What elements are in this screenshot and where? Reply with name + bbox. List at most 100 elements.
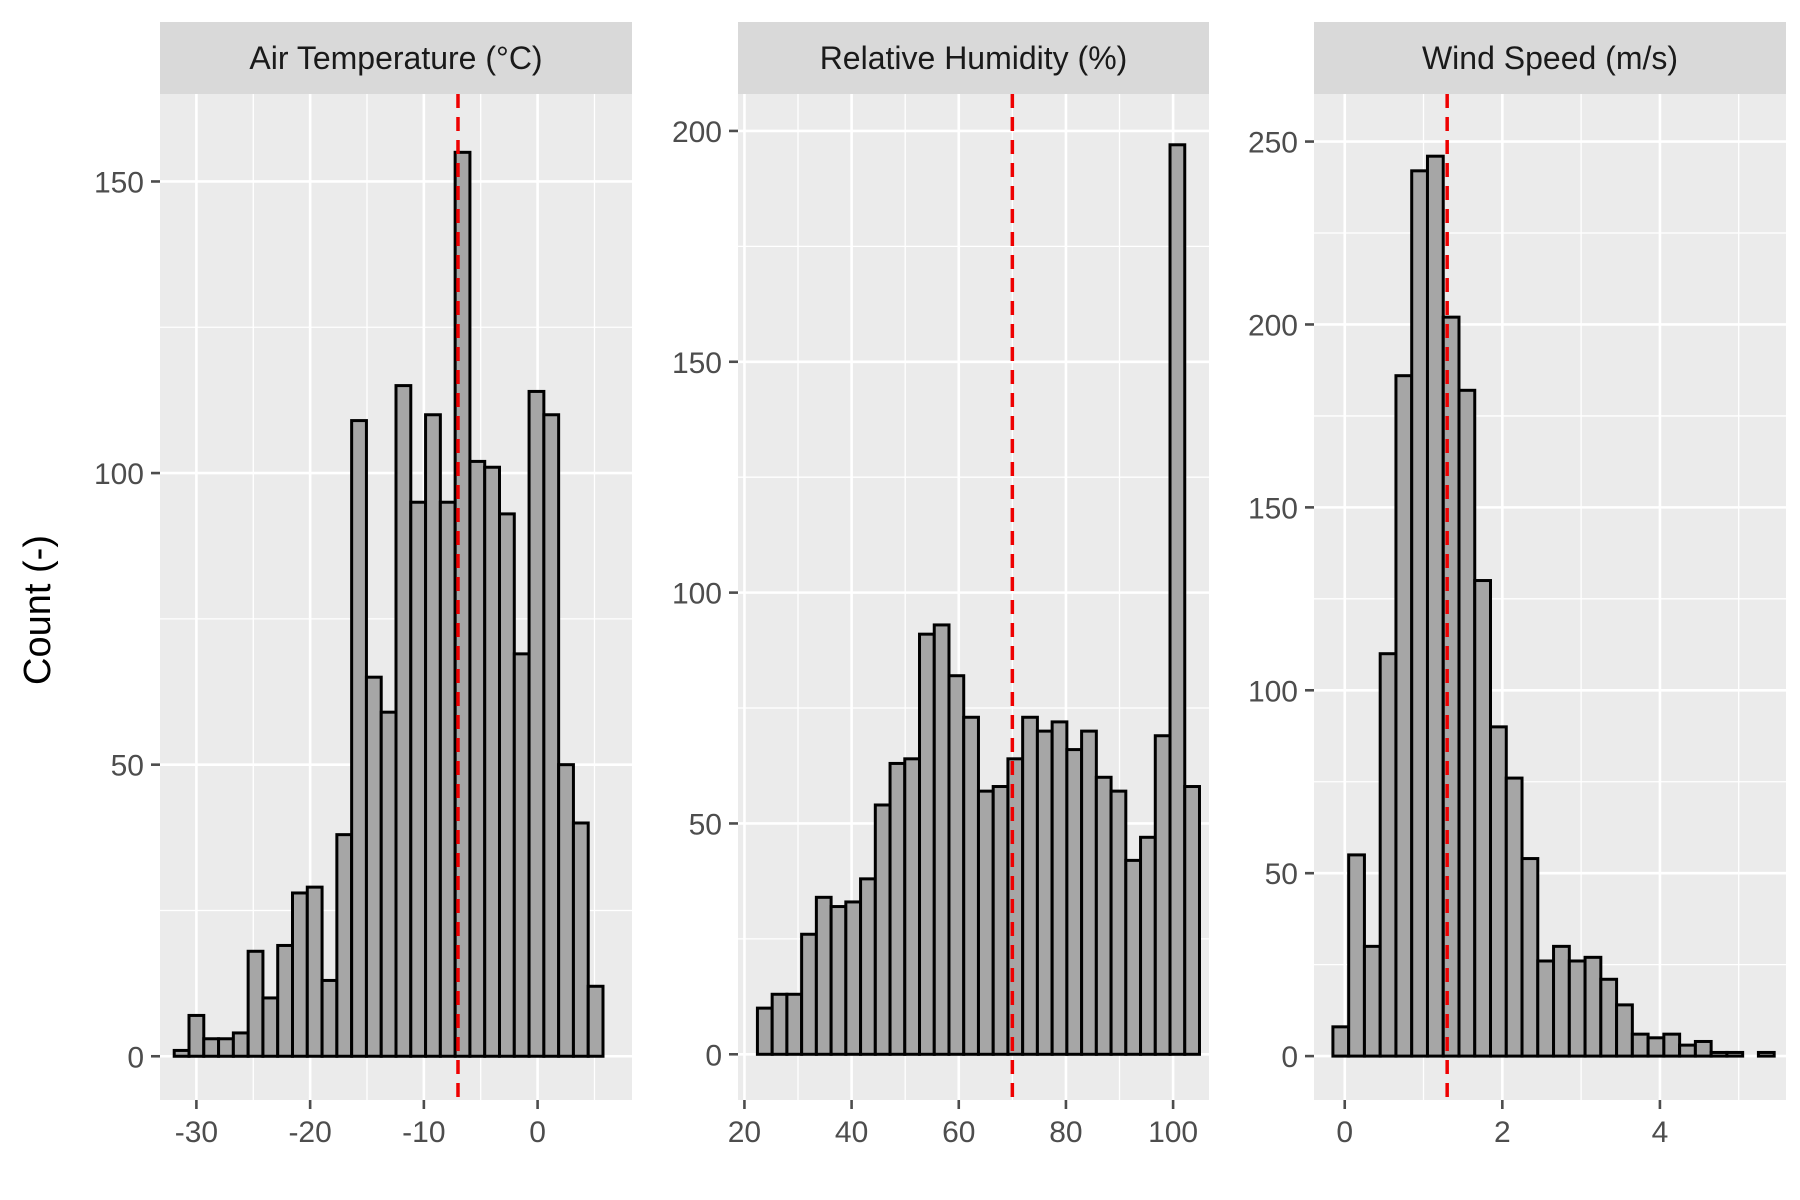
histogram-bar: [991, 785, 1010, 1056]
y-tick-label: 0: [127, 1041, 144, 1074]
y-tick-label: 150: [94, 166, 144, 199]
y-tick-label: 0: [705, 1039, 722, 1072]
histogram-bar: [1567, 959, 1587, 1058]
histogram-bar: [888, 761, 907, 1056]
histogram-bar: [1080, 729, 1098, 1056]
x-tick-label: 2: [1494, 1116, 1511, 1149]
histogram-bar: [1520, 857, 1540, 1058]
histogram-bar: [1457, 388, 1477, 1058]
histogram-bar: [497, 512, 516, 1058]
x-tick-label: 40: [835, 1116, 868, 1149]
histogram-bar: [1021, 715, 1039, 1056]
histogram-bar: [1362, 944, 1382, 1058]
x-tick-label: 100: [1148, 1116, 1198, 1149]
histogram-bar: [187, 1013, 206, 1058]
y-tick-label: 150: [672, 347, 722, 380]
histogram-bar: [571, 821, 590, 1058]
histogram-bar: [770, 992, 789, 1056]
facet-title: Relative Humidity (%): [820, 40, 1128, 76]
histogram-bar: [1425, 154, 1445, 1058]
histogram-bar: [976, 789, 995, 1056]
histogram-bar: [755, 1006, 774, 1056]
histogram-bar: [859, 877, 877, 1056]
histogram-bar: [1756, 1050, 1776, 1058]
histogram-bar: [1599, 977, 1619, 1058]
histogram-bar: [1536, 959, 1556, 1058]
x-tick-label: 0: [529, 1116, 546, 1149]
histogram-bar: [1139, 835, 1157, 1056]
histogram-bar: [1006, 757, 1025, 1056]
histogram-bar: [903, 757, 922, 1056]
y-tick-label: 200: [1248, 309, 1298, 342]
histogram-bar: [1394, 374, 1414, 1058]
histogram-bar: [468, 459, 487, 1058]
y-tick-label: 50: [689, 808, 722, 841]
histogram-bar: [947, 674, 966, 1056]
histogram-bar: [1183, 785, 1201, 1056]
histogram-bar: [962, 715, 980, 1056]
histogram-bar: [1552, 944, 1571, 1058]
histogram-bar: [1489, 725, 1508, 1058]
x-tick-label: -10: [402, 1116, 445, 1149]
histogram-bar: [932, 623, 951, 1056]
histogram-bar: [844, 900, 863, 1056]
histogram-bar: [800, 932, 818, 1056]
histogram-bar: [246, 949, 265, 1058]
facet-strip: [738, 22, 1209, 94]
histogram-bar: [1124, 858, 1143, 1056]
histogram-bar: [1050, 720, 1069, 1056]
histogram-bar: [483, 465, 501, 1058]
histogram-bar: [1168, 143, 1187, 1056]
histogram-bar: [1630, 1032, 1650, 1058]
histogram-bar: [829, 905, 848, 1056]
y-tick-label: 100: [672, 578, 722, 611]
x-tick-label: 80: [1049, 1116, 1082, 1149]
histogram-bar: [394, 384, 413, 1058]
histogram-bar: [557, 763, 575, 1058]
y-tick-label: 100: [1248, 675, 1298, 708]
histogram-bar: [335, 833, 354, 1058]
histogram-bar: [542, 413, 561, 1058]
facet-strip: [160, 22, 632, 94]
y-tick-label: 100: [94, 458, 144, 491]
histogram-bar: [1094, 775, 1113, 1056]
facet-strip: [1314, 22, 1786, 94]
histogram-bar: [586, 984, 605, 1058]
histogram-bar: [409, 500, 428, 1058]
histogram-bar: [364, 675, 383, 1058]
x-tick-label: 4: [1652, 1116, 1669, 1149]
histogram-bar: [1709, 1050, 1729, 1058]
y-tick-label: 150: [1248, 492, 1298, 525]
x-tick-label: 20: [728, 1116, 761, 1149]
histogram-bar: [261, 996, 280, 1058]
histogram-bar: [305, 885, 324, 1058]
histogram-bar: [1583, 955, 1603, 1058]
histogram-bar: [1504, 776, 1524, 1058]
histogram-bar: [1331, 1025, 1351, 1058]
histogram-bar: [1725, 1050, 1745, 1058]
histogram-bar: [1347, 853, 1366, 1058]
histogram-bar: [217, 1037, 235, 1058]
histogram-bar: [379, 710, 398, 1058]
histogram-bar: [1615, 1003, 1634, 1058]
histogram-bar: [438, 500, 457, 1058]
histogram-bar: [1035, 729, 1054, 1056]
facet-title: Air Temperature (°C): [249, 40, 542, 76]
histogram-bar: [814, 895, 833, 1056]
histogram-bar: [1678, 1043, 1697, 1058]
histogram-bar: [1662, 1032, 1682, 1058]
histogram-bar: [527, 389, 546, 1058]
facet-title: Wind Speed (m/s): [1422, 40, 1678, 76]
histogram-bar: [1693, 1039, 1713, 1058]
histogram-bar: [202, 1037, 221, 1058]
y-tick-label: 50: [1265, 858, 1298, 891]
histogram-bar: [172, 1048, 191, 1058]
histogram-bar: [276, 943, 295, 1058]
x-tick-label: 60: [942, 1116, 975, 1149]
y-tick-label: 200: [672, 116, 722, 149]
x-tick-label: -20: [288, 1116, 331, 1149]
y-tick-label: 50: [111, 750, 144, 783]
y-tick-label: 250: [1248, 127, 1298, 160]
histogram-bar: [1410, 169, 1429, 1058]
